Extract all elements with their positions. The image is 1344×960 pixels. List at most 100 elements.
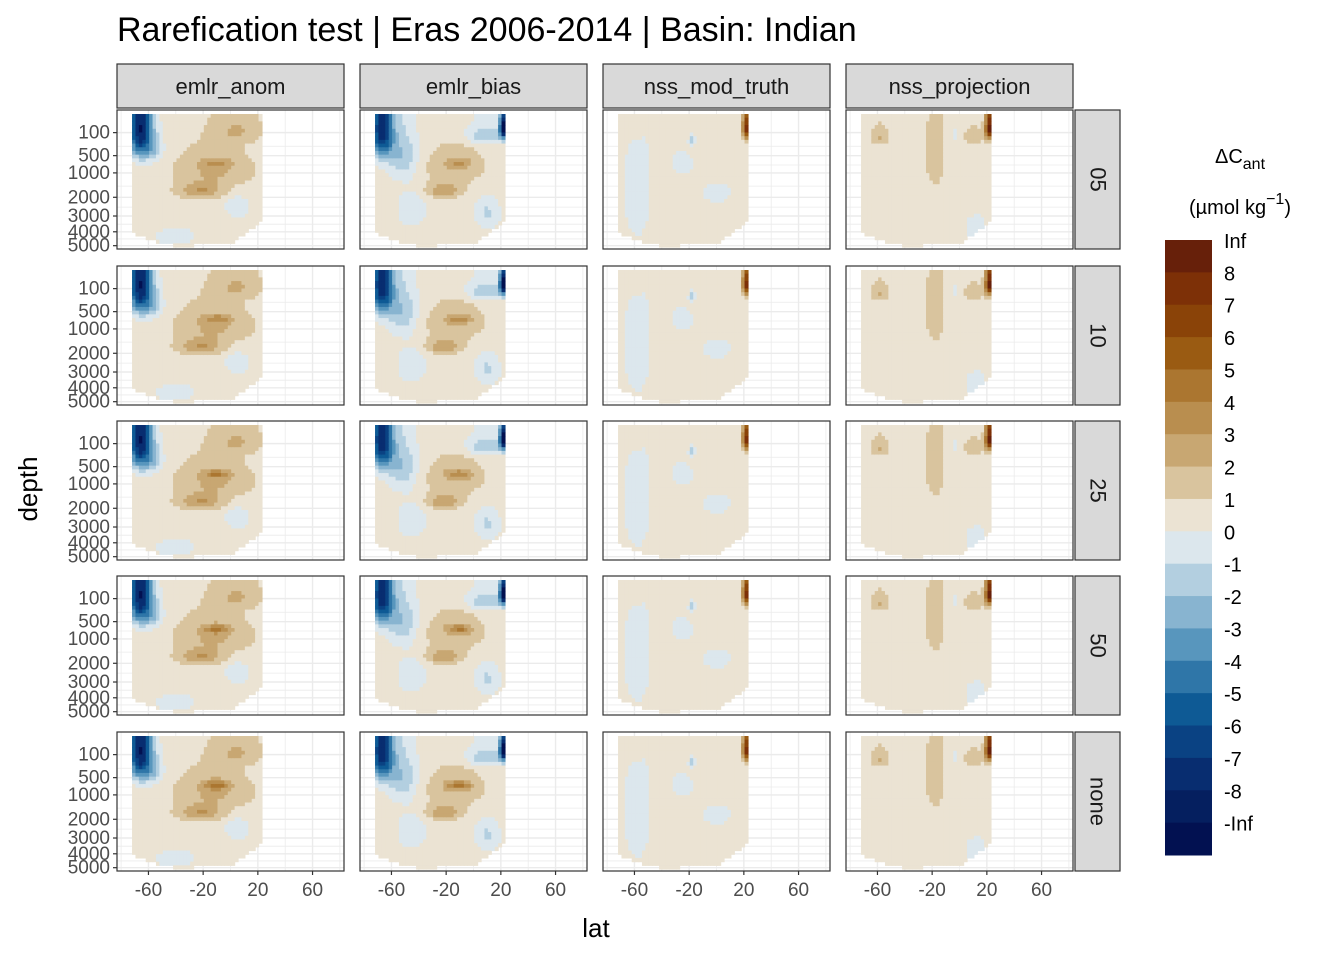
heat-cell — [447, 188, 451, 192]
heat-cell — [676, 151, 680, 155]
heat-cell — [166, 225, 170, 229]
heat-cell — [491, 129, 495, 133]
heat-cell — [916, 129, 920, 133]
heat-cell — [248, 129, 252, 133]
heat-cell — [888, 217, 892, 221]
heat-cell — [700, 147, 704, 151]
heat-cell — [645, 155, 649, 159]
heat-cell — [231, 184, 235, 188]
heat-cell — [621, 114, 625, 118]
heat-cell — [255, 210, 259, 214]
heat-cell — [153, 232, 157, 236]
heat-cell — [197, 217, 201, 221]
heat-cell — [231, 199, 235, 203]
heat-cell — [731, 210, 735, 214]
heat-cell — [639, 173, 643, 177]
heat-cell — [211, 114, 215, 118]
heat-cell — [704, 136, 708, 140]
heat-cell — [474, 188, 478, 192]
heat-cell — [502, 162, 506, 166]
heat-cell — [464, 240, 468, 244]
heat-cell — [683, 203, 687, 207]
heat-cell — [221, 136, 225, 140]
heat-cell — [204, 125, 208, 129]
heat-cell — [375, 121, 379, 125]
heat-cell — [241, 217, 245, 221]
heat-cell — [618, 114, 622, 118]
heat-cell — [194, 173, 198, 177]
heat-cell — [502, 173, 506, 177]
heat-cell — [457, 132, 461, 136]
heat-cell — [734, 155, 738, 159]
heat-cell — [731, 151, 735, 155]
heat-cell — [461, 155, 465, 159]
heat-cell — [940, 232, 944, 236]
heat-cell — [245, 199, 249, 203]
heat-cell — [885, 155, 889, 159]
heat-cell — [871, 121, 875, 125]
heat-cell — [639, 162, 643, 166]
heat-cell — [673, 155, 677, 159]
heat-cell — [454, 210, 458, 214]
heat-cell — [461, 121, 465, 125]
heat-cell — [710, 210, 714, 214]
heat-cell — [710, 132, 714, 136]
heat-cell — [717, 121, 721, 125]
heat-cell — [166, 181, 170, 185]
heat-cell — [940, 173, 944, 177]
heat-cell — [399, 144, 403, 148]
heat-cell — [923, 155, 927, 159]
heat-cell — [697, 177, 701, 181]
heat-cell — [909, 151, 913, 155]
heat-cell — [683, 188, 687, 192]
heat-cell — [621, 147, 625, 151]
heat-cell — [139, 214, 143, 218]
heat-cell — [700, 206, 704, 210]
heat-cell — [491, 125, 495, 129]
heat-cell — [139, 217, 143, 221]
heat-cell — [727, 181, 731, 185]
heat-cell — [936, 155, 940, 159]
heat-cell — [430, 155, 434, 159]
heat-cell — [491, 147, 495, 151]
heat-cell — [717, 140, 721, 144]
heat-cell — [649, 166, 653, 170]
heat-cell — [166, 206, 170, 210]
heat-cell — [153, 129, 157, 133]
heat-cell — [628, 121, 632, 125]
heat-cell — [464, 132, 468, 136]
heat-cell — [378, 181, 382, 185]
heat-cell — [207, 232, 211, 236]
heat-cell — [882, 169, 886, 173]
heat-cell — [669, 151, 673, 155]
heat-cell — [163, 114, 167, 118]
heat-cell — [454, 125, 458, 129]
heat-cell — [943, 125, 947, 129]
heat-cell — [697, 169, 701, 173]
heat-cell — [895, 173, 899, 177]
heat-cell — [190, 236, 194, 240]
heat-cell — [693, 236, 697, 240]
heat-cell — [132, 129, 136, 133]
heat-cell — [135, 225, 139, 229]
heat-cell — [231, 192, 235, 196]
heat-cell — [255, 151, 259, 155]
heat-cell — [717, 144, 721, 148]
heat-cell — [717, 158, 721, 162]
heat-cell — [433, 236, 437, 240]
heat-cell — [255, 158, 259, 162]
heat-cell — [437, 221, 441, 225]
heat-cell — [882, 136, 886, 140]
heat-cell — [632, 236, 636, 240]
heat-cell — [430, 166, 434, 170]
heat-cell — [943, 166, 947, 170]
heat-cell — [649, 136, 653, 140]
heat-cell — [235, 221, 239, 225]
heat-cell — [717, 184, 721, 188]
heat-cell — [142, 162, 146, 166]
heat-cell — [885, 214, 889, 218]
heat-cell — [700, 177, 704, 181]
heat-cell — [721, 217, 725, 221]
heat-cell — [741, 177, 745, 181]
heat-cell — [457, 125, 461, 129]
